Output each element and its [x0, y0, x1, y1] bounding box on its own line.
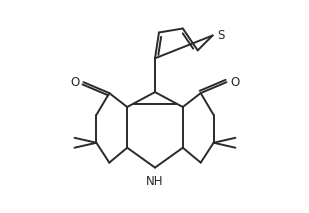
- Text: S: S: [218, 29, 225, 42]
- Text: NH: NH: [146, 174, 164, 188]
- Text: O: O: [70, 76, 79, 89]
- Text: O: O: [231, 76, 240, 89]
